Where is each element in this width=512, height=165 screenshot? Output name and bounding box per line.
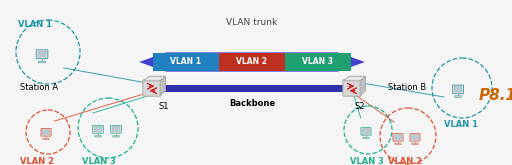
FancyBboxPatch shape bbox=[395, 135, 401, 139]
FancyBboxPatch shape bbox=[93, 125, 103, 133]
FancyBboxPatch shape bbox=[395, 143, 401, 145]
Text: Station A: Station A bbox=[20, 83, 58, 93]
FancyBboxPatch shape bbox=[285, 53, 351, 71]
Text: Station B: Station B bbox=[388, 83, 426, 93]
Polygon shape bbox=[138, 52, 366, 72]
FancyBboxPatch shape bbox=[153, 53, 219, 71]
Text: VLAN 2: VLAN 2 bbox=[388, 157, 422, 165]
Text: VLAN 3: VLAN 3 bbox=[82, 157, 116, 165]
FancyBboxPatch shape bbox=[363, 137, 369, 139]
FancyBboxPatch shape bbox=[111, 125, 121, 133]
FancyBboxPatch shape bbox=[42, 130, 49, 134]
FancyBboxPatch shape bbox=[43, 138, 49, 140]
FancyBboxPatch shape bbox=[393, 133, 403, 141]
Text: S2: S2 bbox=[355, 102, 365, 111]
FancyBboxPatch shape bbox=[453, 85, 464, 93]
FancyBboxPatch shape bbox=[38, 51, 46, 56]
Text: VLAN 1: VLAN 1 bbox=[170, 57, 201, 66]
Text: VLAN trunk: VLAN trunk bbox=[226, 18, 278, 27]
FancyBboxPatch shape bbox=[343, 80, 361, 96]
Text: VLAN 3: VLAN 3 bbox=[350, 157, 384, 165]
Text: VLAN 3: VLAN 3 bbox=[302, 57, 333, 66]
Text: VLAN 2: VLAN 2 bbox=[236, 57, 267, 66]
FancyBboxPatch shape bbox=[454, 86, 462, 91]
FancyBboxPatch shape bbox=[95, 135, 101, 137]
Polygon shape bbox=[344, 76, 366, 81]
Text: P8.1: P8.1 bbox=[479, 87, 512, 102]
FancyBboxPatch shape bbox=[38, 61, 46, 63]
FancyBboxPatch shape bbox=[36, 50, 48, 59]
FancyBboxPatch shape bbox=[152, 84, 352, 92]
Text: Backbone: Backbone bbox=[229, 99, 275, 108]
FancyBboxPatch shape bbox=[361, 128, 371, 135]
FancyBboxPatch shape bbox=[412, 135, 418, 139]
FancyBboxPatch shape bbox=[94, 127, 101, 131]
Text: VLAN 2: VLAN 2 bbox=[20, 157, 54, 165]
FancyBboxPatch shape bbox=[113, 135, 119, 137]
Text: VLAN 1: VLAN 1 bbox=[444, 120, 478, 129]
Polygon shape bbox=[144, 76, 165, 81]
FancyBboxPatch shape bbox=[455, 96, 461, 98]
FancyBboxPatch shape bbox=[41, 129, 51, 136]
Text: VLAN 1: VLAN 1 bbox=[18, 20, 52, 29]
FancyBboxPatch shape bbox=[143, 80, 161, 96]
Polygon shape bbox=[360, 76, 366, 95]
Polygon shape bbox=[160, 76, 165, 95]
FancyBboxPatch shape bbox=[362, 129, 369, 133]
FancyBboxPatch shape bbox=[113, 127, 120, 131]
FancyBboxPatch shape bbox=[219, 53, 285, 71]
FancyBboxPatch shape bbox=[410, 133, 420, 141]
FancyBboxPatch shape bbox=[412, 143, 418, 145]
Text: S1: S1 bbox=[159, 102, 169, 111]
